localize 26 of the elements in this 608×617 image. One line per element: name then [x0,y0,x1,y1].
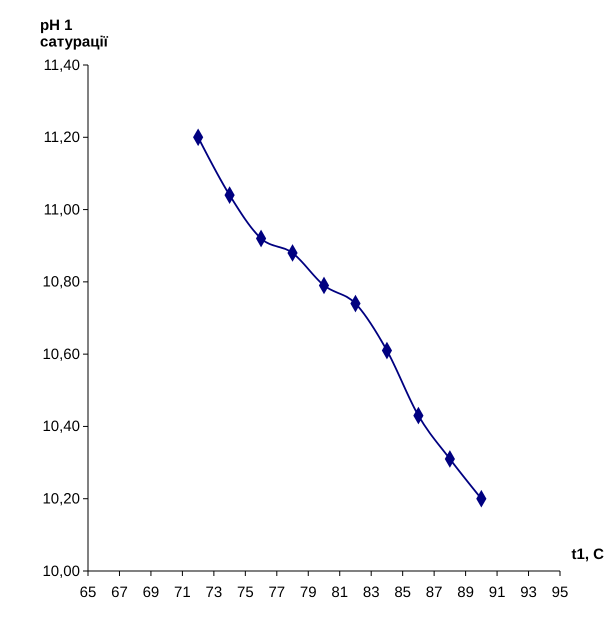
x-tick-label: 73 [206,584,222,601]
y-tick-label: 10,60 [42,346,80,363]
y-tick-label: 10,40 [42,418,80,436]
y-tick-label: 11,00 [44,201,80,218]
x-tick-label: 83 [362,584,380,601]
x-tick-label: 87 [426,584,442,601]
y-tick-label: 11,20 [44,129,80,146]
x-tick-label: 69 [142,584,160,601]
x-axis-title: t1, C [571,546,604,563]
x-tick-label: 71 [174,584,191,601]
x-tick-label: 81 [331,584,348,601]
y-tick-label: 10,80 [42,274,80,291]
x-tick-label: 77 [268,584,286,601]
x-tick-label: 89 [457,584,474,601]
y-tick-label: 10,20 [42,490,80,508]
x-tick-label: 67 [111,584,128,601]
y-axis-title: pH 1 сатурації [40,17,109,50]
x-tick-label: 65 [80,584,96,601]
x-tick-label: 95 [552,584,568,601]
y-tick-label: 10,00 [42,562,80,580]
x-tick-label: 75 [236,584,254,601]
x-tick-label: 93 [520,584,537,601]
x-tick-label: 79 [300,584,317,601]
y-tick-label: 11,40 [44,56,80,74]
x-tick-label: 85 [394,584,412,601]
x-tick-label: 91 [488,584,506,601]
